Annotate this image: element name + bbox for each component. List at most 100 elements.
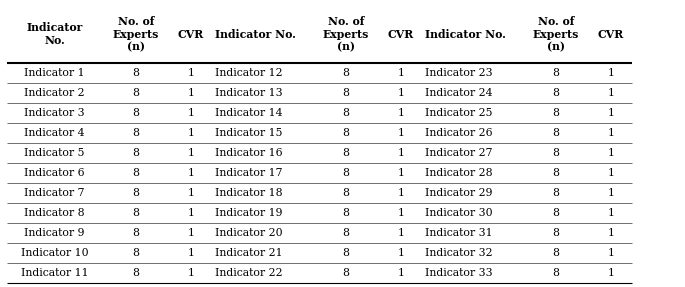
Text: Indicator 29: Indicator 29	[425, 188, 493, 198]
Text: Indicator 8: Indicator 8	[24, 208, 85, 218]
Text: Indicator 10: Indicator 10	[21, 248, 88, 258]
Text: Indicator No.: Indicator No.	[425, 28, 506, 40]
Text: 1: 1	[188, 248, 195, 258]
Text: Indicator 18: Indicator 18	[215, 188, 283, 198]
Text: 8: 8	[342, 128, 349, 138]
Text: 1: 1	[608, 88, 614, 98]
Text: Indicator 32: Indicator 32	[425, 248, 493, 258]
Text: Indicator 30: Indicator 30	[425, 208, 493, 218]
Text: 1: 1	[188, 88, 195, 98]
Text: 8: 8	[132, 228, 140, 238]
Text: CVR: CVR	[598, 28, 624, 40]
Text: No. of
Experts
(n): No. of Experts (n)	[113, 16, 159, 52]
Text: 1: 1	[608, 268, 614, 278]
Text: 1: 1	[397, 88, 405, 98]
Text: Indicator 2: Indicator 2	[24, 88, 85, 98]
Text: Indicator 24: Indicator 24	[425, 88, 493, 98]
Text: Indicator 26: Indicator 26	[425, 128, 493, 138]
Text: 1: 1	[608, 168, 614, 178]
Text: 1: 1	[608, 108, 614, 118]
Text: 8: 8	[132, 208, 140, 218]
Text: 8: 8	[553, 108, 560, 118]
Text: Indicator 15: Indicator 15	[215, 128, 282, 138]
Text: Indicator 3: Indicator 3	[24, 108, 85, 118]
Text: 8: 8	[342, 88, 349, 98]
Text: 8: 8	[132, 168, 140, 178]
Text: 8: 8	[132, 108, 140, 118]
Text: 8: 8	[132, 68, 140, 78]
Text: 1: 1	[397, 188, 405, 198]
Text: 8: 8	[132, 268, 140, 278]
Text: No. of
Experts
(n): No. of Experts (n)	[533, 16, 580, 52]
Text: 1: 1	[188, 208, 195, 218]
Text: Indicator 28: Indicator 28	[425, 168, 493, 178]
Text: 1: 1	[397, 68, 405, 78]
Text: 8: 8	[342, 208, 349, 218]
Text: 8: 8	[553, 168, 560, 178]
Text: Indicator 23: Indicator 23	[425, 68, 493, 78]
Text: 1: 1	[397, 208, 405, 218]
Text: 8: 8	[553, 248, 560, 258]
Text: 1: 1	[397, 248, 405, 258]
Text: 8: 8	[132, 188, 140, 198]
Text: 1: 1	[397, 168, 405, 178]
Text: 1: 1	[397, 228, 405, 238]
Text: Indicator 20: Indicator 20	[215, 228, 283, 238]
Text: Indicator 6: Indicator 6	[24, 168, 85, 178]
Text: 8: 8	[553, 148, 560, 158]
Text: 8: 8	[342, 68, 349, 78]
Text: 1: 1	[188, 148, 195, 158]
Text: 8: 8	[132, 248, 140, 258]
Text: 8: 8	[553, 208, 560, 218]
Text: 8: 8	[553, 88, 560, 98]
Text: 8: 8	[342, 108, 349, 118]
Text: 1: 1	[397, 128, 405, 138]
Text: 1: 1	[608, 128, 614, 138]
Text: Indicator 7: Indicator 7	[24, 188, 85, 198]
Text: 1: 1	[188, 268, 195, 278]
Text: Indicator 21: Indicator 21	[215, 248, 283, 258]
Text: 1: 1	[608, 228, 614, 238]
Text: 1: 1	[397, 148, 405, 158]
Text: Indicator
No.: Indicator No.	[26, 22, 83, 46]
Text: 1: 1	[608, 148, 614, 158]
Text: 1: 1	[188, 168, 195, 178]
Text: 1: 1	[608, 68, 614, 78]
Text: Indicator 11: Indicator 11	[21, 268, 88, 278]
Text: 8: 8	[553, 188, 560, 198]
Text: 1: 1	[397, 268, 405, 278]
Text: 1: 1	[188, 188, 195, 198]
Text: 8: 8	[132, 148, 140, 158]
Text: 8: 8	[553, 268, 560, 278]
Text: Indicator 16: Indicator 16	[215, 148, 283, 158]
Text: CVR: CVR	[178, 28, 204, 40]
Text: Indicator 27: Indicator 27	[425, 148, 493, 158]
Text: 8: 8	[132, 88, 140, 98]
Text: Indicator 5: Indicator 5	[24, 148, 85, 158]
Text: Indicator 19: Indicator 19	[215, 208, 282, 218]
Text: 8: 8	[342, 268, 349, 278]
Text: Indicator 12: Indicator 12	[215, 68, 283, 78]
Text: Indicator 22: Indicator 22	[215, 268, 283, 278]
Text: Indicator 33: Indicator 33	[425, 268, 493, 278]
Text: 1: 1	[608, 248, 614, 258]
Text: Indicator 17: Indicator 17	[215, 168, 282, 178]
Text: Indicator 9: Indicator 9	[24, 228, 85, 238]
Text: Indicator 13: Indicator 13	[215, 88, 283, 98]
Text: Indicator No.: Indicator No.	[215, 28, 296, 40]
Text: 8: 8	[342, 248, 349, 258]
Text: 1: 1	[608, 188, 614, 198]
Text: Indicator 25: Indicator 25	[425, 108, 493, 118]
Text: Indicator 1: Indicator 1	[24, 68, 85, 78]
Text: 1: 1	[397, 108, 405, 118]
Text: 1: 1	[188, 108, 195, 118]
Text: 8: 8	[342, 228, 349, 238]
Text: CVR: CVR	[388, 28, 414, 40]
Text: 8: 8	[553, 128, 560, 138]
Text: 1: 1	[188, 228, 195, 238]
Text: Indicator 14: Indicator 14	[215, 108, 282, 118]
Text: 8: 8	[553, 228, 560, 238]
Text: 8: 8	[342, 148, 349, 158]
Text: Indicator 31: Indicator 31	[425, 228, 493, 238]
Text: 1: 1	[188, 68, 195, 78]
